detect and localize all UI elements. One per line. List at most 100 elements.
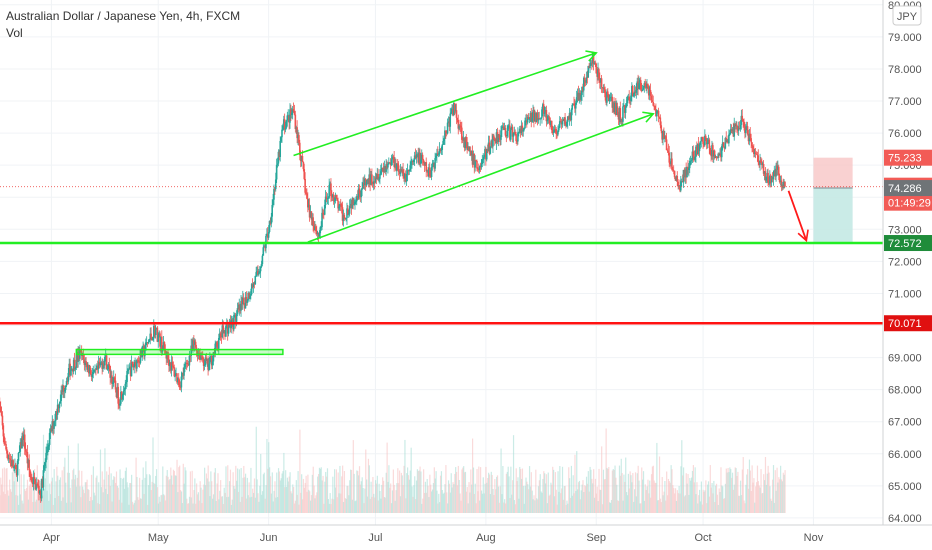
volume-bar <box>523 503 525 513</box>
volume-bar <box>66 502 68 513</box>
candle-body <box>217 346 219 349</box>
currency-button[interactable]: JPY <box>892 5 922 26</box>
candle-body <box>222 325 225 334</box>
volume-bar <box>497 486 500 513</box>
candle-body <box>50 428 53 432</box>
candle-body <box>384 166 387 172</box>
candle-body <box>318 233 321 237</box>
volume-bar <box>761 493 763 513</box>
volume-bar <box>727 468 729 513</box>
price-tick-label: 77.000 <box>888 96 922 108</box>
candle-body <box>501 126 504 128</box>
volume-bar <box>177 492 179 513</box>
candle-body <box>652 102 655 106</box>
candle-body <box>613 102 615 113</box>
volume-bar <box>577 489 579 513</box>
candle-body <box>86 362 88 370</box>
candle-body <box>204 357 207 366</box>
time-tick-label: Oct <box>695 532 712 544</box>
volume-bar <box>472 467 475 513</box>
candle-body <box>14 464 16 467</box>
time-axis[interactable]: Apr May Jun Jul Aug Sep Oct Nov <box>0 524 932 544</box>
position-zones <box>813 157 853 244</box>
candle-body <box>537 118 540 121</box>
volume-bar <box>60 500 62 513</box>
candle-body <box>632 94 635 97</box>
candle-body <box>108 364 111 366</box>
volume-bar <box>99 449 102 513</box>
volume-bar <box>148 474 151 513</box>
volume-bar <box>780 479 783 513</box>
volume-bar <box>360 481 362 513</box>
candle-body <box>418 152 420 163</box>
volume-bar <box>289 472 291 513</box>
candle-body <box>347 208 349 215</box>
volume-bar <box>82 486 84 513</box>
volume-bar <box>139 477 141 513</box>
volume-bar <box>308 489 310 513</box>
candle-body <box>607 94 610 102</box>
candle-body <box>245 296 248 303</box>
candle-body <box>431 166 434 168</box>
price-tick-label: 79.000 <box>888 32 922 44</box>
volume-bar <box>569 497 572 513</box>
candle-body <box>240 300 242 311</box>
candle-body <box>735 124 737 127</box>
candle-body <box>673 170 676 178</box>
volume-bar <box>536 498 538 513</box>
volume-bar <box>259 485 261 513</box>
candle-body <box>468 146 470 152</box>
candle-body <box>401 169 403 172</box>
volume-bar <box>189 471 191 513</box>
candle-body <box>185 362 187 365</box>
volume-bar <box>220 480 222 513</box>
candle-body <box>49 428 52 433</box>
volume-bar <box>587 471 589 513</box>
volume-bar <box>326 468 329 513</box>
volume-bar <box>267 468 269 513</box>
candle-body <box>456 117 459 120</box>
volume-bar <box>292 484 294 513</box>
price-axis[interactable]: 64.00065.00066.00067.00068.00069.00070.0… <box>882 0 922 525</box>
volume-bar <box>557 471 559 513</box>
volume-bar <box>704 490 706 513</box>
candle-body <box>753 148 755 154</box>
candle-body <box>74 367 77 370</box>
volume-bar <box>165 475 167 513</box>
candle-body <box>548 116 550 118</box>
volume-bar <box>266 438 268 513</box>
volume-bar <box>11 472 13 513</box>
volume-bar <box>688 494 690 513</box>
candle-body <box>599 78 601 83</box>
volume-bar <box>51 477 54 513</box>
candle-body <box>506 130 509 136</box>
candle-body <box>543 112 546 114</box>
volume-bar <box>749 470 751 513</box>
candle-body <box>565 124 567 127</box>
candle-body <box>751 142 753 147</box>
candle-body <box>716 156 719 158</box>
volume-bar <box>113 476 115 513</box>
volume-bar <box>366 496 369 513</box>
volume-bar <box>1 468 4 513</box>
drawings[interactable] <box>0 50 883 356</box>
candle-body <box>424 162 427 166</box>
volume-bar <box>47 440 49 513</box>
candle-body <box>686 166 688 178</box>
volume-bar <box>212 494 215 513</box>
volume-bar <box>212 498 214 513</box>
candle-body <box>514 131 517 135</box>
volume-bar <box>472 438 474 513</box>
time-tick-label: Jul <box>368 532 382 544</box>
candle-body <box>527 117 530 120</box>
candle-body <box>185 362 188 364</box>
candle-body <box>745 130 747 133</box>
volume-bar <box>496 476 498 513</box>
volume-bar <box>58 479 61 513</box>
candle-body <box>533 110 535 122</box>
candle-body <box>87 364 89 370</box>
volume-bar <box>608 466 610 513</box>
candle-body <box>654 106 656 110</box>
